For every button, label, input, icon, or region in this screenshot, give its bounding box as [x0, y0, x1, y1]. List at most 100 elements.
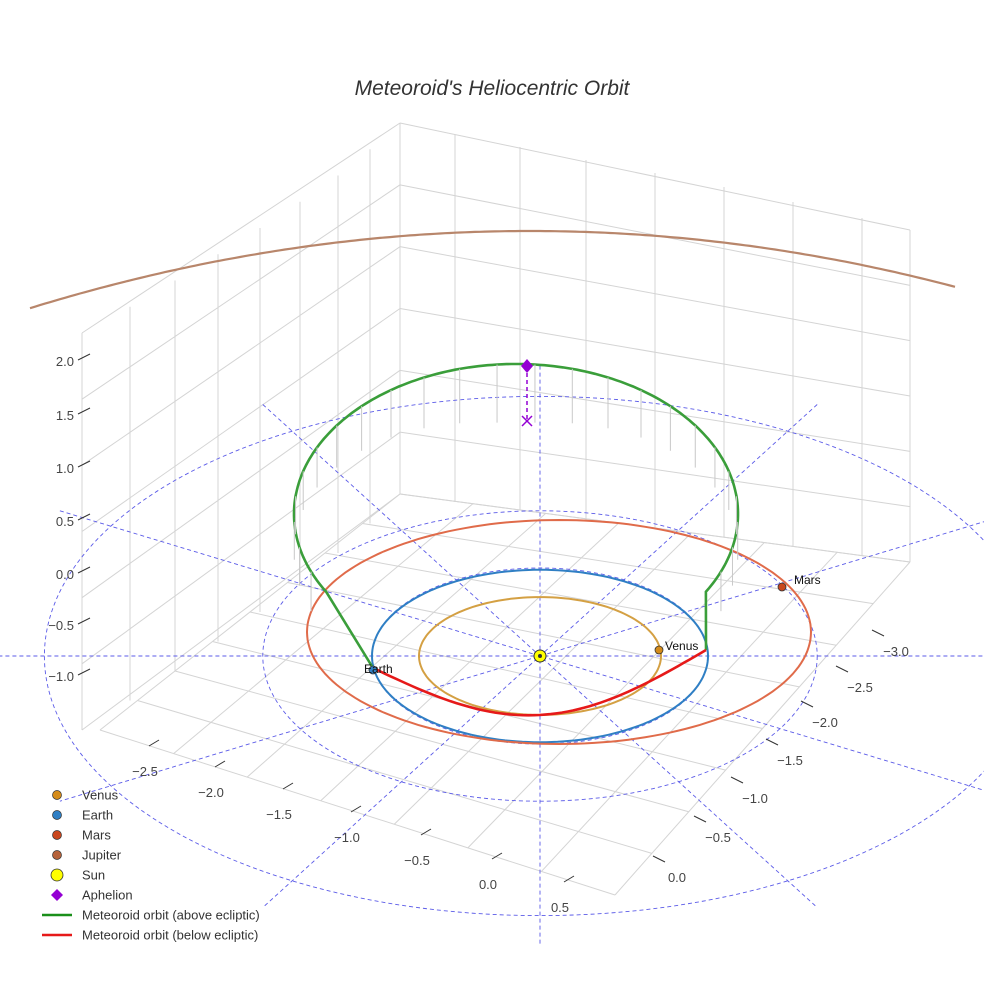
z-tick-label: 0.5: [56, 514, 74, 529]
y-tick-label: −1.0: [742, 791, 768, 806]
x-tick-label: −2.5: [132, 764, 158, 779]
legend-label: Earth: [82, 808, 113, 823]
ecliptic-ring: [44, 396, 984, 916]
legend-item: Aphelion: [51, 888, 133, 903]
y-tick-label: −2.0: [812, 715, 838, 730]
grid-line: [81, 369, 401, 599]
grid-line: [81, 308, 401, 532]
grid-line: [81, 493, 401, 731]
x-tick-mark: [214, 760, 226, 768]
grid-line: [246, 513, 547, 778]
grid-line: [174, 670, 689, 813]
legend-label: Mars: [82, 828, 111, 843]
legend-label: Aphelion: [82, 888, 133, 903]
grid-line: [173, 503, 474, 754]
legend-swatch-sun: [50, 868, 64, 882]
legend-item: Jupiter: [52, 848, 122, 863]
meteoroid-orbit-below: [372, 648, 707, 717]
legend-swatch-dot: [52, 790, 62, 800]
grid-line: [399, 308, 911, 397]
grid-line: [81, 431, 401, 665]
legend-item: Earth: [52, 808, 113, 823]
x-tick-mark: [491, 852, 503, 860]
z-tick-mark: [77, 407, 91, 415]
grid-line: [81, 184, 401, 400]
grid-line: [614, 561, 911, 896]
ecliptic-radial-line: [59, 510, 984, 791]
grid-line: [249, 611, 763, 729]
legend-item: Meteoroid orbit (below ecliptic): [42, 928, 258, 943]
x-tick-mark: [148, 739, 160, 747]
x-tick-label: −2.0: [198, 785, 224, 800]
axis-ticks: −1.0 −0.5 0.0 0.5 1.0 1.5 2.0 −2.5 −2.0 −1.5 −1.0 −…: [48, 353, 909, 915]
chart-title: Meteoroid's Heliocentric Orbit: [355, 77, 631, 100]
legend-label: Meteoroid orbit (above ecliptic): [82, 908, 260, 923]
z-tick-mark: [77, 668, 91, 676]
y-tick-label: 0.0: [668, 870, 686, 885]
z-tick-mark: [77, 353, 91, 361]
venus-orbit: [417, 596, 662, 716]
earth-orbit: [370, 568, 709, 744]
orbits: [29, 229, 956, 746]
x-tick-label: −1.5: [266, 807, 292, 822]
x-tick-label: −1.0: [334, 830, 360, 845]
jupiter-orbit: [29, 229, 956, 310]
grid-line: [393, 532, 692, 825]
grid-line: [324, 552, 837, 646]
y-tick-mark: [871, 629, 885, 637]
z-tick-label: 2.0: [56, 354, 74, 369]
legend-label: Jupiter: [82, 848, 122, 863]
ecliptic-radial-line: [59, 521, 984, 802]
y-tick-mark: [693, 815, 707, 823]
legend-item: Venus: [52, 788, 119, 803]
meteoroid-orbit-above: [292, 362, 740, 669]
legend-swatch-dot: [52, 830, 62, 840]
venus-label: Venus: [665, 639, 698, 653]
y-tick-label: −0.5: [705, 830, 731, 845]
legend-swatch-dot: [52, 850, 62, 860]
y-tick-mark: [800, 700, 814, 708]
grid-line: [137, 700, 653, 854]
legend-swatch-diamond: [51, 889, 63, 901]
y-tick-label: −2.5: [847, 680, 873, 695]
y-tick-label: −1.5: [777, 753, 803, 768]
legend-item: Mars: [52, 828, 111, 843]
y-tick-mark: [765, 738, 779, 746]
legend-item: Meteoroid orbit (above ecliptic): [42, 908, 260, 923]
legend-label: Venus: [82, 788, 119, 803]
x-tick-mark: [350, 805, 362, 813]
grid-line: [81, 122, 401, 334]
grid-line: [399, 431, 911, 508]
venus-marker: [654, 645, 664, 655]
z-tick-mark: [77, 566, 91, 574]
x-tick-mark: [420, 828, 432, 836]
legend: Venus Earth Mars Jupiter Sun Aphelion Meteoroi…: [42, 788, 260, 943]
grid-line: [541, 551, 838, 872]
y-tick-mark: [730, 776, 744, 784]
z-tick-label: −1.0: [48, 669, 74, 684]
mars-label: Mars: [794, 573, 821, 587]
mars-orbit: [305, 518, 812, 746]
y-tick-mark: [652, 855, 666, 863]
markers: Venus Earth Mars: [364, 359, 821, 676]
legend-item: Sun: [50, 868, 105, 883]
earth-label: Earth: [364, 662, 393, 676]
x-tick-label: 0.5: [551, 900, 569, 915]
x-tick-mark: [282, 782, 294, 790]
axis-grid: [81, 122, 911, 896]
grid-line: [399, 122, 911, 231]
grid-line: [362, 523, 874, 605]
y-tick-mark: [835, 665, 849, 673]
legend-label: Sun: [82, 868, 105, 883]
x-tick-mark: [563, 875, 575, 883]
z-tick-label: 1.0: [56, 461, 74, 476]
legend-label: Meteoroid orbit (below ecliptic): [82, 928, 258, 943]
aphelion-marker: [521, 359, 533, 373]
z-tick-label: −0.5: [48, 618, 74, 633]
z-tick-mark: [77, 513, 91, 521]
z-tick-label: 1.5: [56, 408, 74, 423]
x-tick-label: −0.5: [404, 853, 430, 868]
aphelion-projection-x: [521, 415, 533, 427]
earth-marker: [368, 665, 378, 675]
